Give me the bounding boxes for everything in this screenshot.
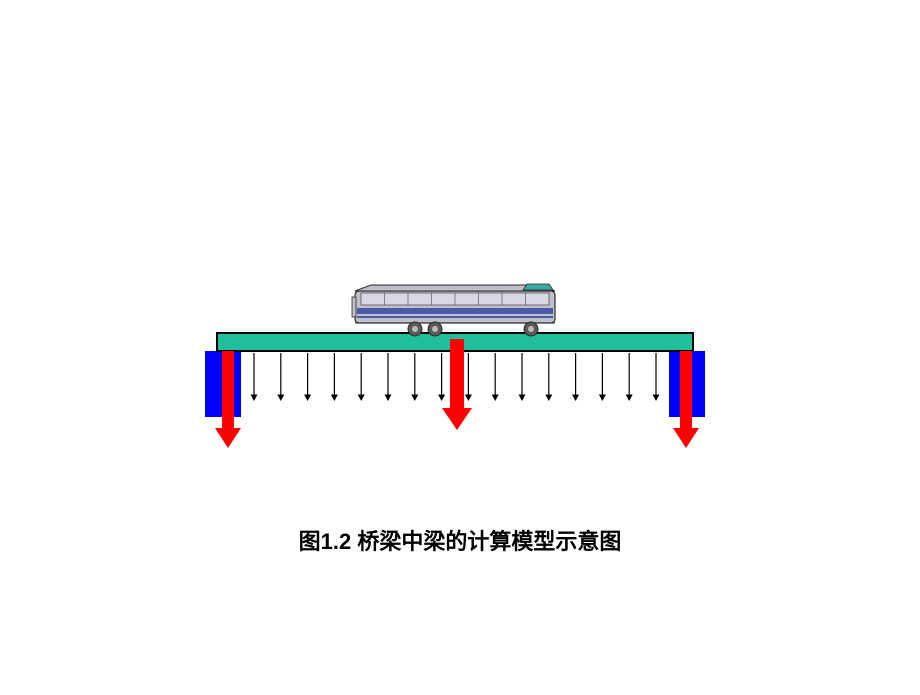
load-arrow-head xyxy=(519,395,526,402)
load-arrow-head xyxy=(411,395,418,402)
bridge-diagram xyxy=(0,0,920,690)
figure-caption: 图1.2 桥梁中梁的计算模型示意图 xyxy=(0,524,920,556)
load-arrow-head xyxy=(304,395,311,402)
load-arrow-head xyxy=(545,395,552,402)
load-arrow-head xyxy=(251,395,258,402)
load-arrow-head xyxy=(572,395,579,402)
reaction-arrow-shaft xyxy=(222,351,234,428)
load-arrow-head xyxy=(626,395,633,402)
reaction-arrow-head xyxy=(442,408,472,430)
load-arrow-head xyxy=(385,395,392,402)
reaction-arrow-head xyxy=(673,428,699,448)
load-arrow-head xyxy=(492,395,499,402)
reaction-arrow-shaft xyxy=(680,351,692,428)
reaction-arrow-shaft xyxy=(450,339,464,408)
load-arrow-head xyxy=(277,395,284,402)
diagram-svg xyxy=(0,0,920,690)
load-arrow-head xyxy=(438,395,445,402)
load-arrow-head xyxy=(358,395,365,402)
bus-icon xyxy=(352,284,555,336)
load-arrow-head xyxy=(465,395,472,402)
load-arrow-head xyxy=(331,395,338,402)
load-arrow-head xyxy=(653,395,660,402)
load-arrow-head xyxy=(599,395,606,402)
reaction-arrow-head xyxy=(215,428,241,448)
